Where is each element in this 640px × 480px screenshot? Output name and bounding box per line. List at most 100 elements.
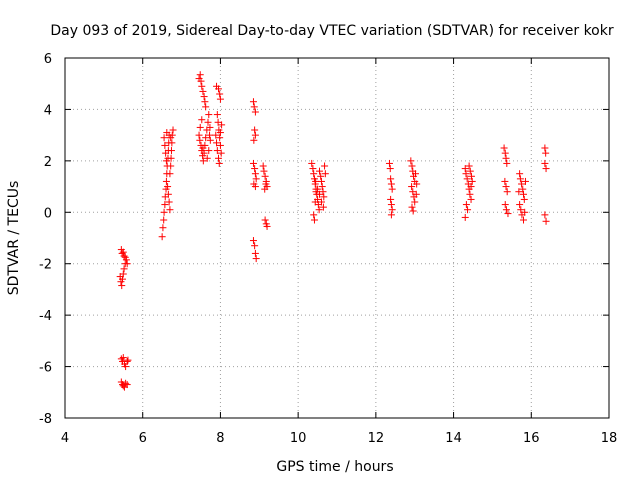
data-point: [251, 126, 259, 134]
data-point: [216, 129, 224, 137]
data-point: [321, 170, 329, 178]
plot-frame: [64, 57, 610, 419]
data-point: [197, 77, 205, 85]
data-point: [409, 207, 417, 215]
data-point: [163, 129, 171, 137]
data-point: [123, 381, 131, 389]
data-point: [310, 216, 318, 224]
data-point: [118, 282, 126, 290]
data-point: [160, 208, 168, 216]
x-tick-label: 6: [139, 431, 147, 446]
data-point: [316, 167, 324, 175]
data-point: [261, 172, 269, 180]
data-point: [542, 165, 550, 173]
data-point: [387, 211, 395, 219]
x-tick-label: 4: [61, 431, 69, 446]
data-point: [461, 165, 469, 173]
data-point: [214, 154, 222, 162]
data-point: [413, 180, 421, 188]
data-point: [520, 195, 528, 203]
data-point: [466, 167, 474, 175]
data-point: [468, 177, 476, 185]
data-point: [386, 165, 394, 173]
data-point: [216, 134, 224, 142]
data-point: [462, 170, 470, 178]
data-point: [200, 149, 208, 157]
data-point: [388, 185, 396, 193]
data-point: [250, 103, 258, 111]
data-point: [504, 210, 512, 218]
data-point: [387, 195, 395, 203]
data-point: [249, 159, 257, 167]
data-point: [310, 211, 318, 219]
data-point: [119, 270, 127, 278]
data-point: [310, 170, 318, 178]
data-point: [250, 136, 258, 144]
data-point: [249, 98, 257, 106]
data-point: [120, 265, 128, 273]
x-tick-label: 8: [216, 431, 224, 446]
data-point: [261, 185, 269, 193]
data-point: [195, 131, 203, 139]
data-point: [166, 170, 174, 178]
data-point: [467, 195, 475, 203]
y-tick-label: 0: [44, 206, 52, 221]
y-tick-label: 2: [44, 155, 52, 170]
data-point: [204, 118, 212, 126]
data-point: [199, 87, 207, 95]
data-point: [262, 180, 270, 188]
data-point: [542, 149, 550, 157]
data-point: [260, 167, 268, 175]
data-point: [196, 123, 204, 131]
axis-ticks: [64, 57, 610, 419]
y-tick-label: -4: [39, 309, 52, 324]
data-point: [198, 116, 206, 124]
data-point: [216, 95, 224, 103]
data-point: [167, 154, 175, 162]
y-tick-label: -8: [39, 412, 52, 427]
data-point: [198, 82, 206, 90]
data-point: [218, 121, 226, 129]
y-tick-label: 6: [44, 52, 52, 67]
data-point: [201, 98, 209, 106]
data-point: [318, 183, 326, 191]
data-point: [321, 162, 329, 170]
data-points: [116, 71, 550, 391]
data-point: [520, 216, 528, 224]
data-point: [251, 170, 259, 178]
data-point: [252, 175, 260, 183]
data-point: [169, 126, 177, 134]
data-point: [387, 201, 395, 209]
data-point: [502, 183, 510, 191]
data-point: [411, 198, 419, 206]
data-point: [521, 177, 529, 185]
data-point: [167, 162, 175, 170]
data-point: [259, 162, 267, 170]
data-point: [516, 175, 524, 183]
data-point: [519, 185, 527, 193]
data-point: [385, 159, 393, 167]
data-point: [502, 154, 510, 162]
data-point: [462, 201, 470, 209]
data-point: [412, 190, 420, 198]
data-point: [465, 162, 473, 170]
data-point: [461, 213, 469, 221]
data-point: [251, 183, 259, 191]
grid: [65, 58, 609, 418]
data-point: [501, 149, 509, 157]
data-point: [517, 206, 525, 214]
data-point: [206, 123, 214, 131]
data-point: [215, 159, 223, 167]
data-point: [320, 193, 328, 201]
data-point: [203, 154, 211, 162]
data-point: [119, 248, 127, 256]
x-axis-label: GPS time / hours: [276, 459, 393, 475]
data-point: [167, 147, 175, 155]
data-point: [319, 203, 327, 211]
data-point: [122, 379, 130, 387]
chart-title: Day 093 of 2019, Sidereal Day-to-day VTE…: [50, 23, 613, 39]
data-point: [206, 131, 214, 139]
data-point: [213, 82, 221, 90]
data-point: [316, 190, 324, 198]
